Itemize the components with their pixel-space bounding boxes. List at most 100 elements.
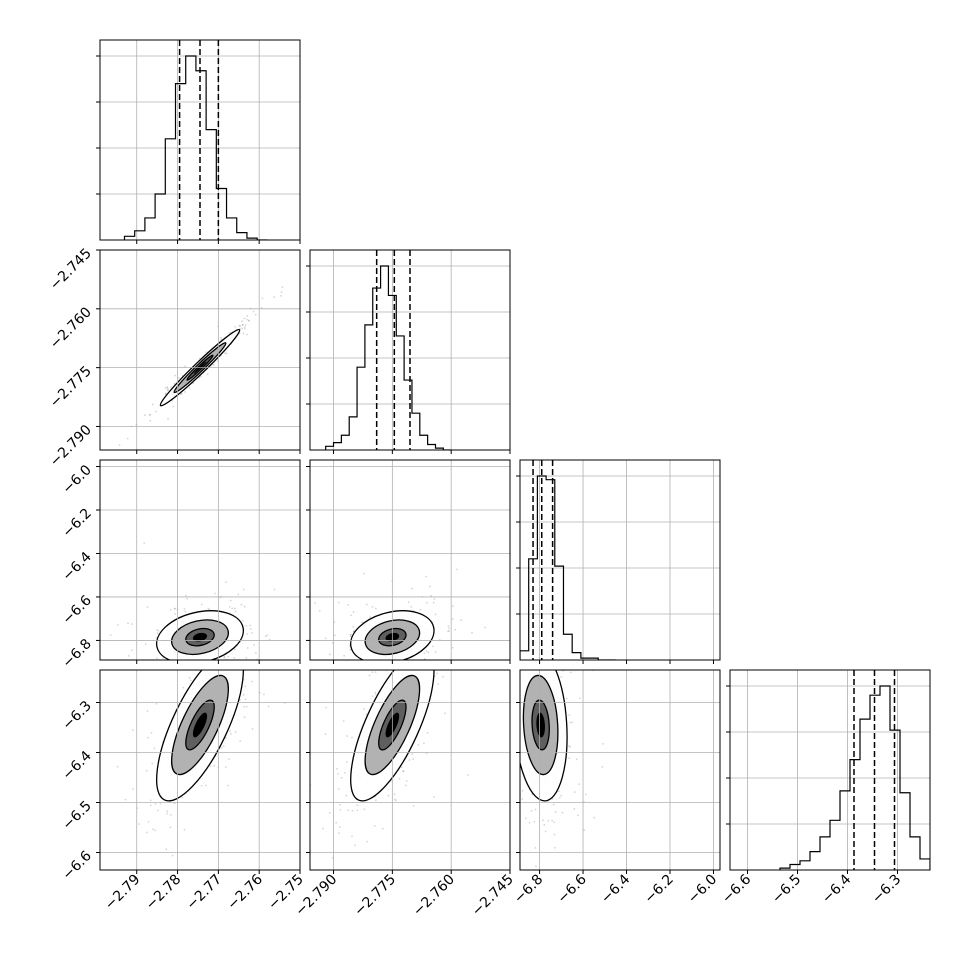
scatter-frame [309, 459, 511, 661]
sample-point [170, 385, 173, 388]
sample-point [194, 667, 196, 669]
sample-point [328, 653, 331, 656]
sample-point [149, 419, 152, 422]
sample-point [241, 492, 243, 494]
sample-point [186, 597, 189, 600]
sample-point [369, 616, 372, 618]
sample-point [372, 678, 374, 680]
sample-point [434, 613, 437, 616]
sample-point [146, 606, 149, 609]
sample-point [246, 333, 249, 336]
sample-point [230, 656, 232, 658]
sample-point [233, 657, 236, 659]
sample-point [244, 324, 247, 326]
sample-point [349, 633, 352, 636]
sample-point [223, 656, 226, 659]
sample-point [386, 664, 388, 666]
sample-point [198, 376, 201, 379]
sample-point [358, 663, 360, 665]
sample-point [213, 764, 216, 767]
sample-point [188, 387, 191, 389]
sample-point [306, 649, 308, 651]
sample-point [152, 828, 155, 831]
sample-point [266, 634, 269, 637]
sample-point [447, 625, 450, 627]
sample-point [229, 730, 232, 733]
sample-point [242, 588, 245, 591]
sample-point [454, 628, 457, 631]
sample-point [363, 572, 366, 575]
contour-line [171, 619, 229, 656]
scatter-frame [99, 249, 301, 451]
sample-point [360, 698, 362, 700]
sample-point [253, 644, 256, 646]
sample-point [284, 670, 286, 672]
sample-point [184, 365, 186, 368]
sample-point [227, 784, 230, 787]
sample-point [237, 593, 240, 596]
sample-point [233, 665, 235, 667]
sample-point [148, 413, 151, 416]
sample-point [484, 626, 486, 629]
sample-point [200, 603, 203, 606]
sample-point [173, 383, 176, 385]
sample-point [167, 417, 169, 420]
sample-point [280, 294, 282, 297]
density-peak [192, 632, 208, 642]
sample-point [244, 665, 246, 667]
sample-point [172, 405, 175, 408]
sample-point [280, 291, 283, 293]
sample-point [365, 603, 368, 606]
sample-point [333, 621, 336, 623]
sample-point [164, 392, 167, 395]
sample-point [241, 323, 244, 326]
sample-point [170, 666, 172, 668]
sample-point [252, 310, 255, 313]
sample-point [169, 826, 172, 829]
sample-point [230, 732, 233, 735]
sample-point [156, 632, 159, 635]
sample-point [385, 661, 387, 663]
histogram-step [520, 475, 616, 660]
sample-point [155, 657, 158, 660]
sample-point [342, 671, 344, 673]
sample-point [333, 634, 336, 637]
sample-point [243, 605, 246, 608]
sample-point [230, 655, 232, 657]
sample-point [250, 632, 253, 634]
sample-point [239, 325, 242, 327]
sample-point [241, 323, 244, 326]
sample-point [173, 607, 176, 610]
density-fill [155, 610, 245, 660]
sample-point [182, 661, 184, 663]
sample-point [164, 661, 166, 663]
sample-point [431, 645, 434, 648]
scatter-panel-4-1 [74, 492, 286, 857]
sample-point [198, 357, 201, 360]
sample-point [143, 542, 146, 544]
sample-point [180, 668, 182, 670]
sample-point [231, 607, 233, 610]
sample-point [434, 651, 437, 653]
sample-point [222, 665, 224, 667]
sample-point [164, 393, 167, 395]
sample-point [207, 667, 209, 669]
sample-point [183, 608, 186, 610]
sample-point [448, 627, 450, 630]
sample-point [249, 628, 252, 630]
sample-point [447, 630, 450, 633]
sample-point [419, 608, 422, 611]
histogram-frame [519, 459, 721, 661]
sample-point [193, 666, 195, 668]
sample-point [224, 352, 227, 354]
sample-point [270, 615, 272, 617]
sample-point [246, 633, 249, 635]
sample-point [74, 744, 76, 746]
scatter-frame [99, 459, 301, 661]
sample-point [410, 605, 413, 608]
sample-point [451, 646, 454, 649]
scatter-panel-2-1 [118, 286, 284, 447]
sample-point [166, 812, 169, 815]
sample-point [169, 608, 172, 611]
sample-point [254, 313, 257, 316]
